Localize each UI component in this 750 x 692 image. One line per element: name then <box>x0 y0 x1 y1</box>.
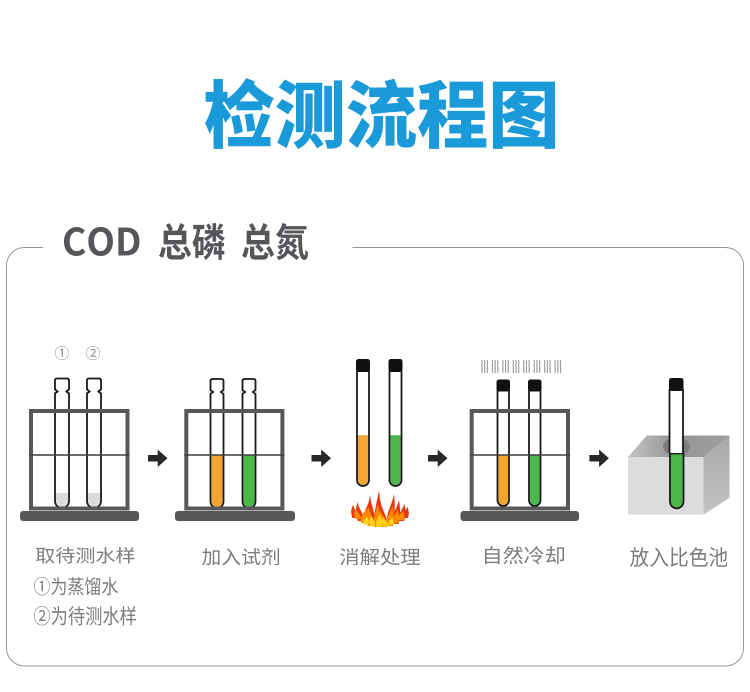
tube-marker-2: ② <box>86 346 100 360</box>
liquid-fill <box>56 493 68 507</box>
arrow-right-icon <box>311 449 331 467</box>
tube-rack-icon <box>460 409 579 521</box>
step-2-label: 加入试剂 <box>201 547 279 565</box>
rack-base <box>460 511 579 521</box>
page-title: 检测流程图 <box>205 78 555 149</box>
step-1-icon-sample-rack <box>20 377 139 521</box>
text-glyphs <box>201 547 279 565</box>
text-glyphs <box>34 577 118 596</box>
flame-icon <box>351 490 409 527</box>
text-glyphs <box>86 346 100 360</box>
liquid-fill <box>211 455 223 508</box>
liquid-fill <box>390 435 401 485</box>
rack-frame <box>29 409 130 511</box>
text-glyphs <box>64 226 140 256</box>
liquid-fill <box>88 493 100 507</box>
rack-frame <box>469 409 571 511</box>
arrow-right-icon <box>428 449 448 467</box>
capped-test-tube-icon <box>528 379 542 507</box>
liquid-fill <box>243 455 255 508</box>
panel-heading: COD 总磷 总氮 <box>64 222 308 260</box>
panel-heading-latin <box>64 226 140 256</box>
text-glyphs <box>205 78 555 149</box>
step-5-icon-cuvette-box <box>628 378 730 515</box>
rack-base <box>20 511 139 521</box>
panel-heading-cjk-2 <box>241 222 308 260</box>
test-tube-icon <box>241 378 257 509</box>
step-1-note-2: ②为待测水样 <box>34 606 136 626</box>
rack-frame <box>184 409 285 511</box>
step-4-label: 自然冷却 <box>485 546 564 565</box>
text-glyphs <box>340 547 420 565</box>
step-5-label: 放入比色池 <box>629 546 727 567</box>
test-tube-icon <box>54 377 70 509</box>
capped-test-tube-icon <box>496 379 510 507</box>
capped-test-tube-icon <box>668 378 685 510</box>
test-tube-icon <box>209 378 225 509</box>
step-2-icon-reagent-rack <box>175 378 295 521</box>
liquid-fill <box>498 454 509 505</box>
step-1-label: 取待测水样 <box>36 547 135 564</box>
rack-base <box>175 511 295 521</box>
text-glyphs <box>629 546 727 567</box>
tube-marker-1: ① <box>55 346 69 360</box>
text-glyphs <box>158 222 225 260</box>
arrow-right-icon <box>148 449 168 467</box>
tube-rack-icon <box>20 409 139 521</box>
step-3-label: 消解处理 <box>340 547 420 565</box>
text-glyphs <box>55 346 69 360</box>
panel-border <box>6 247 744 667</box>
text-glyphs <box>34 606 136 626</box>
box-front-face <box>628 457 704 515</box>
text-glyphs <box>36 547 135 564</box>
steam-icon <box>481 359 562 374</box>
liquid-fill <box>358 435 368 485</box>
liquid-fill <box>530 454 540 505</box>
capped-test-tube-icon <box>356 359 370 487</box>
text-glyphs <box>485 546 564 565</box>
step-4-icon-cooling-rack <box>460 359 579 521</box>
box-side-face <box>703 435 730 515</box>
arrow-right-icon <box>589 449 609 467</box>
step-3-icon-digestion <box>351 359 409 527</box>
text-glyphs <box>241 222 308 260</box>
panel-heading-cjk-1 <box>158 222 225 260</box>
capped-test-tube-icon <box>388 359 403 487</box>
test-tube-icon <box>86 377 102 509</box>
step-1-note-1: ①为蒸馏水 <box>34 577 118 596</box>
tube-rack-icon <box>175 409 295 521</box>
